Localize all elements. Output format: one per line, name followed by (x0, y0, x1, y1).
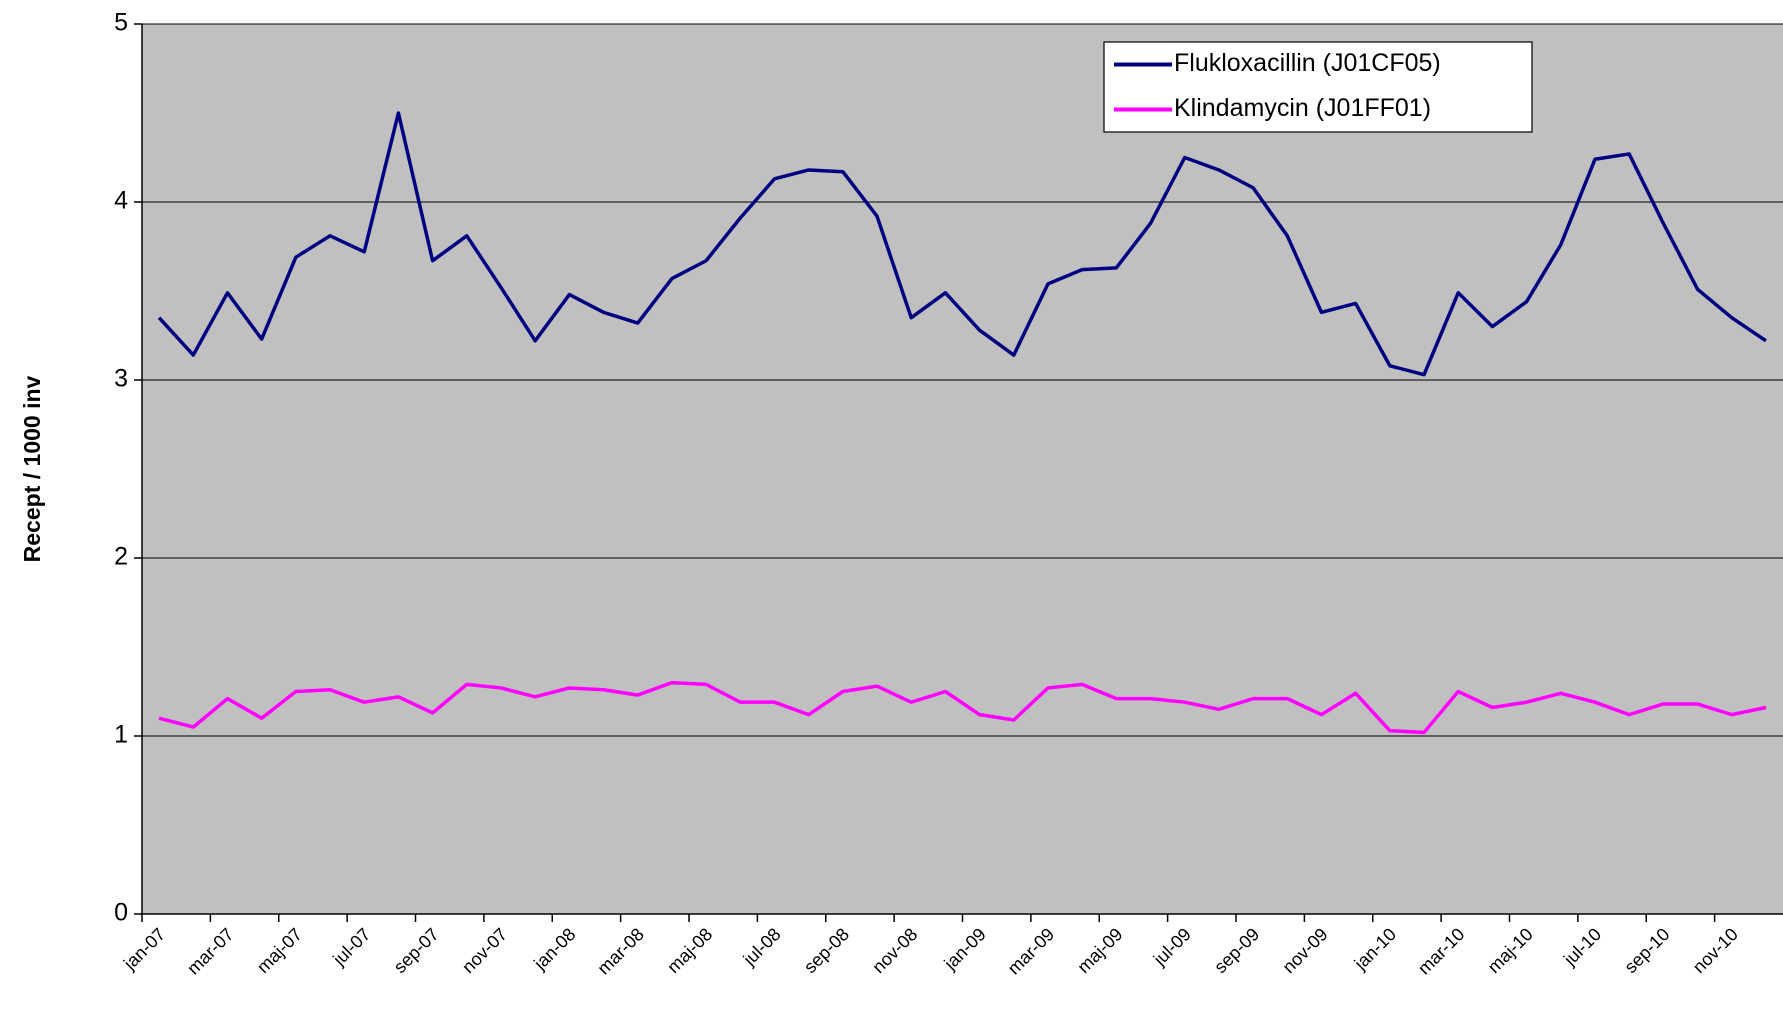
series-line (157, 111, 1767, 377)
legend-label: Flukloxacillin (J01CF05) (1174, 49, 1441, 77)
y-tick-label: 1 (114, 721, 128, 749)
y-tick-label: 0 (114, 899, 128, 927)
x-tick-label: jul-10 (1559, 924, 1605, 970)
x-tick-label: jul-09 (1149, 924, 1195, 970)
x-tick-label: maj-09 (1073, 924, 1126, 977)
y-tick-label: 4 (114, 187, 128, 215)
legend-box (1103, 41, 1533, 133)
y-tick-label: 2 (114, 543, 128, 571)
x-tick-label: jan-10 (1350, 924, 1400, 974)
plot-area (142, 24, 1783, 914)
y-tick-label: 5 (114, 9, 128, 37)
x-tick-label: maj-07 (253, 924, 306, 977)
x-tick-label: jan-07 (119, 924, 169, 974)
series-line (158, 680, 1767, 735)
y-axis-title: Recept / 1000 inv (19, 375, 45, 562)
x-tick-label: jan-09 (940, 924, 990, 974)
x-tick-label: maj-08 (663, 924, 716, 977)
x-tick-label: sep-08 (800, 924, 853, 977)
x-tick-label: nov-10 (1689, 924, 1742, 977)
x-tick-label: maj-10 (1484, 924, 1537, 977)
x-tick-label: nov-07 (458, 924, 511, 977)
x-tick-label: mar-07 (183, 924, 237, 978)
x-tick-label: jan-08 (529, 924, 579, 974)
x-tick-label: nov-09 (1279, 924, 1332, 977)
x-tick-label: jul-08 (739, 924, 785, 970)
y-tick-label: 3 (114, 365, 128, 393)
x-tick-label: mar-10 (1414, 924, 1468, 978)
x-tick-label: jul-07 (328, 924, 374, 970)
legend-label: Klindamycin (J01FF01) (1174, 94, 1431, 122)
x-tick-label: sep-09 (1210, 924, 1263, 977)
x-tick-label: sep-07 (390, 924, 443, 977)
x-tick-label: mar-09 (1004, 924, 1058, 978)
x-tick-label: mar-08 (593, 924, 647, 978)
x-tick-label: sep-10 (1620, 924, 1673, 977)
x-tick-label: nov-08 (868, 924, 921, 977)
